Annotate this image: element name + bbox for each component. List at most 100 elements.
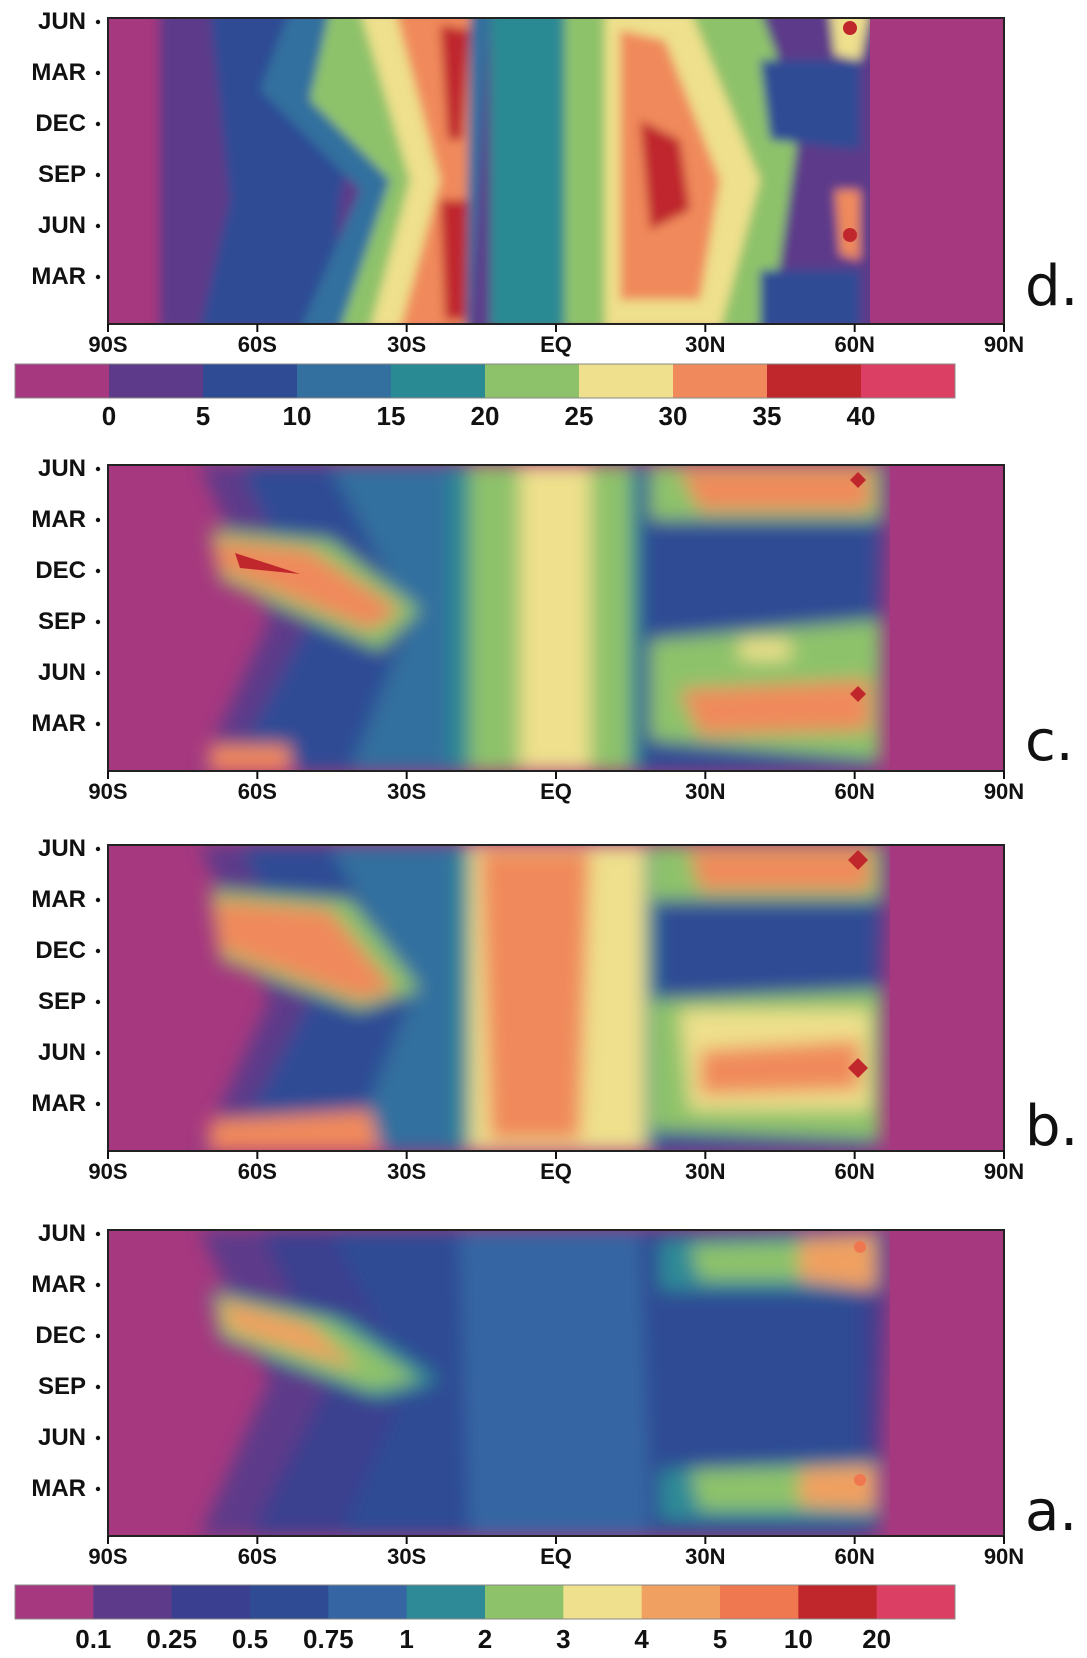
y-tick-mark bbox=[95, 274, 101, 280]
colorbar-frame bbox=[14, 363, 956, 399]
colorbar-tick-label: 5 bbox=[196, 401, 210, 431]
y-tick-label: SEP bbox=[38, 608, 86, 635]
y-tick-label: JUN bbox=[38, 659, 86, 686]
colorbar-d: 0 5 10 15 20 25 30 35 40 bbox=[14, 363, 956, 431]
colorbar-swatch bbox=[673, 364, 768, 398]
colorbar-tick-label: 20 bbox=[471, 401, 500, 431]
y-tick-label: JUN bbox=[38, 1424, 86, 1451]
colorbar-swatch bbox=[250, 1585, 329, 1619]
colorbar-swatch bbox=[485, 1585, 564, 1619]
y-tick-label: JUN bbox=[38, 455, 86, 482]
y-tick-mark bbox=[95, 466, 101, 472]
y-tick-mark bbox=[95, 1231, 101, 1237]
colorbar-swatch bbox=[579, 364, 674, 398]
colorbar-tick-label: 40 bbox=[847, 401, 876, 431]
y-tick-mark bbox=[95, 1101, 101, 1107]
colorbar-swatch bbox=[563, 1585, 643, 1619]
colorbar-tick-label: 3 bbox=[556, 1624, 570, 1654]
y-tick-label: JUN bbox=[38, 212, 86, 239]
x-tick-label: 90S bbox=[88, 1544, 127, 1569]
heatmap-region bbox=[210, 1110, 380, 1151]
y-tick-mark bbox=[95, 670, 101, 676]
y-tick-mark bbox=[95, 1282, 101, 1288]
colorbar-tick-label: 10 bbox=[784, 1624, 813, 1654]
x-tick-label: 30S bbox=[387, 332, 426, 357]
y-tick-label: DEC bbox=[35, 937, 86, 964]
y-tick-label: SEP bbox=[38, 161, 86, 188]
colorbar-swatch bbox=[798, 1585, 878, 1619]
y-ticks: JUN MAR DEC SEP JUN MAR bbox=[31, 8, 101, 290]
x-tick-label: EQ bbox=[540, 332, 572, 357]
colorbar-swatch bbox=[15, 1585, 94, 1619]
heatmap-region bbox=[640, 120, 690, 230]
panel-letter: d. bbox=[1025, 254, 1078, 319]
x-ticks: 90S 60S 30S EQ 30N 60N 90N bbox=[88, 771, 1024, 804]
y-tick-label: DEC bbox=[35, 110, 86, 137]
heatmap-region bbox=[830, 18, 869, 60]
colorbar-tick-label: 0.5 bbox=[232, 1624, 268, 1654]
y-tick-mark bbox=[95, 121, 101, 127]
x-tick-label: 30N bbox=[685, 1159, 725, 1184]
heatmap-region bbox=[440, 25, 470, 140]
x-ticks: 90S 60S 30S EQ 30N 60N 90N bbox=[88, 324, 1024, 357]
heatmap-region bbox=[690, 850, 870, 890]
heatmap-region bbox=[760, 60, 860, 150]
y-tick-mark bbox=[95, 517, 101, 523]
colorbar-swatch bbox=[328, 1585, 408, 1619]
y-tick-mark bbox=[95, 1435, 101, 1441]
y-tick-label: MAR bbox=[31, 710, 86, 737]
colorbar-tick-label: 25 bbox=[565, 401, 594, 431]
y-tick-label: MAR bbox=[31, 59, 86, 86]
colorbar-tick-label: 0 bbox=[102, 401, 116, 431]
heatmap-field-d bbox=[108, 18, 1004, 324]
colorbar-a: 0.1 0.25 0.5 0.75 1 2 3 4 5 10 20 bbox=[14, 1584, 956, 1654]
y-tick-mark bbox=[95, 172, 101, 178]
x-tick-label: 30S bbox=[387, 779, 426, 804]
heatmap-region bbox=[460, 1230, 650, 1536]
heatmap-region bbox=[800, 1465, 875, 1510]
x-tick-label: 60N bbox=[834, 1159, 874, 1184]
y-tick-mark bbox=[95, 948, 101, 954]
y-tick-label: SEP bbox=[38, 1373, 86, 1400]
colorbar-tick-label: 2 bbox=[478, 1624, 492, 1654]
y-tick-mark bbox=[95, 19, 101, 25]
colorbar-swatch bbox=[109, 364, 204, 398]
colorbar-swatch bbox=[876, 1585, 956, 1619]
x-tick-label: 60S bbox=[238, 332, 277, 357]
panel-letter: c. bbox=[1025, 709, 1074, 774]
y-tick-label: MAR bbox=[31, 263, 86, 290]
y-tick-label: MAR bbox=[31, 1271, 86, 1298]
y-tick-mark bbox=[95, 1486, 101, 1492]
heatmap-region bbox=[760, 270, 860, 324]
y-tick-label: MAR bbox=[31, 1090, 86, 1117]
colorbar-swatch bbox=[297, 364, 392, 398]
colorbar-swatch bbox=[171, 1585, 251, 1619]
heatmap-region bbox=[890, 1230, 1004, 1536]
colorbar-tick-label: 4 bbox=[634, 1624, 649, 1654]
colorbar-tick-label: 10 bbox=[283, 401, 312, 431]
x-tick-label: 90S bbox=[88, 1159, 127, 1184]
heatmap-region bbox=[490, 18, 570, 324]
colorbar-swatch bbox=[203, 364, 298, 398]
heatmap-region bbox=[890, 845, 1004, 1151]
y-tick-label: MAR bbox=[31, 1475, 86, 1502]
colorbar-tick-label: 0.75 bbox=[303, 1624, 354, 1654]
x-tick-label: 90N bbox=[984, 332, 1024, 357]
heatmap-region bbox=[870, 18, 1004, 324]
x-tick-label: 60N bbox=[834, 1544, 874, 1569]
x-ticks: 90S 60S 30S EQ 30N 60N 90N bbox=[88, 1536, 1024, 1569]
colorbar-swatch bbox=[391, 364, 486, 398]
y-tick-label: DEC bbox=[35, 1322, 86, 1349]
heatmap-peak bbox=[843, 228, 857, 242]
x-ticks: 90S 60S 30S EQ 30N 60N 90N bbox=[88, 1151, 1024, 1184]
x-tick-label: EQ bbox=[540, 779, 572, 804]
x-tick-label: 30S bbox=[387, 1159, 426, 1184]
heatmap-peak bbox=[850, 472, 866, 488]
panel-letter: a. bbox=[1025, 1479, 1077, 1544]
x-tick-label: 60N bbox=[834, 332, 874, 357]
heatmap-region bbox=[740, 640, 790, 660]
colorbar-tick-label: 1 bbox=[399, 1624, 413, 1654]
y-tick-label: JUN bbox=[38, 8, 86, 35]
